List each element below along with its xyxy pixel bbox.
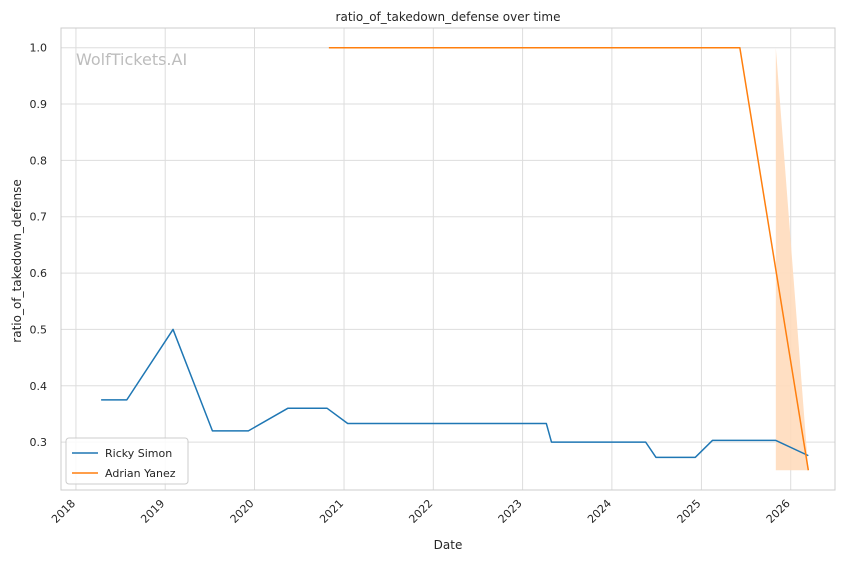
y-tick-label: 0.8	[30, 154, 48, 167]
confidence-bands	[775, 47, 809, 471]
series-line-0	[101, 328, 809, 459]
x-axis-title: Date	[434, 538, 463, 552]
watermark: WolfTickets.AI	[76, 50, 187, 69]
grid	[61, 28, 835, 490]
y-tick-label: 0.3	[30, 436, 48, 449]
legend-label: Adrian Yanez	[105, 467, 176, 480]
plot-frame	[60, 27, 836, 491]
series-lines	[101, 46, 810, 471]
confidence-band-1	[775, 47, 809, 471]
y-tick-label: 0.4	[30, 380, 48, 393]
y-tick-label: 1.0	[30, 42, 48, 55]
series-line-1	[328, 46, 810, 471]
y-axis-title: ratio_of_takedown_defense	[10, 179, 24, 342]
y-tick-label: 0.5	[30, 323, 48, 336]
legend-label: Ricky Simon	[105, 447, 172, 460]
y-tick-label: 0.7	[30, 211, 48, 224]
y-ticks: 0.3 0.4 0.5 0.6 0.7 0.8 0.9 1.0	[30, 42, 48, 449]
y-tick-label: 0.6	[30, 267, 48, 280]
legend: Ricky Simon Adrian Yanez	[65, 437, 189, 485]
chart-title: ratio_of_takedown_defense over time	[336, 10, 561, 24]
y-tick-label: 0.9	[30, 98, 48, 111]
